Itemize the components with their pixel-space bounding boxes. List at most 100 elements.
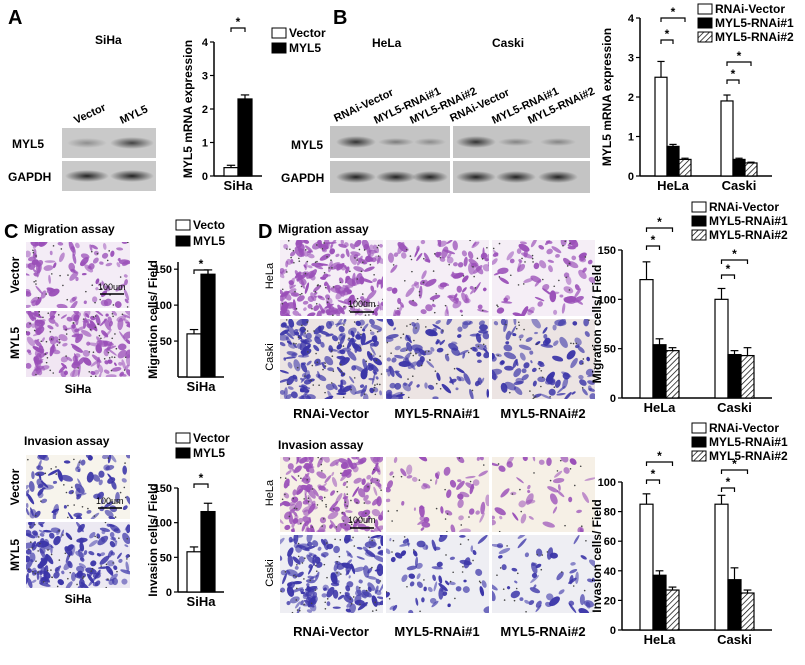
pore	[390, 352, 392, 354]
pore	[343, 324, 345, 326]
cell	[40, 290, 47, 299]
cell	[528, 600, 535, 606]
cell	[432, 396, 439, 399]
error-bar	[730, 350, 739, 355]
bar	[732, 158, 746, 177]
pore	[124, 356, 127, 358]
cell	[83, 357, 92, 366]
cell	[281, 323, 289, 329]
cell	[353, 477, 362, 484]
pore	[285, 271, 288, 273]
cell	[412, 476, 418, 482]
cell	[27, 311, 35, 322]
legend-label: MYL5-RNAi#2	[709, 228, 788, 242]
cell	[66, 356, 73, 362]
cell	[306, 583, 310, 587]
pore	[518, 324, 520, 326]
cell	[285, 569, 298, 577]
pore	[522, 283, 525, 285]
pore	[112, 562, 114, 564]
pore	[412, 354, 415, 357]
cell	[394, 354, 405, 359]
cell	[101, 252, 109, 259]
cell	[90, 370, 96, 375]
cell	[326, 586, 335, 598]
y-tick-label: 60	[604, 536, 616, 548]
pore	[320, 463, 323, 466]
pore	[56, 344, 59, 346]
cell	[52, 311, 56, 314]
cell	[449, 556, 455, 560]
cell	[421, 270, 427, 280]
cell	[455, 387, 459, 391]
blot-band	[498, 138, 534, 146]
cell	[372, 457, 381, 463]
cell	[374, 519, 379, 528]
cell	[66, 544, 74, 552]
cell	[468, 258, 479, 267]
pore	[370, 353, 373, 355]
cell	[63, 460, 71, 464]
legend-label: MYL5-RNAi#2	[709, 449, 788, 463]
pore	[304, 249, 307, 251]
pore	[365, 301, 368, 304]
cell	[307, 503, 316, 514]
significance-bracket	[720, 259, 749, 264]
cell	[446, 489, 452, 499]
scale-bars: 100um 100um 100um 100um	[96, 282, 376, 529]
cell	[394, 345, 401, 351]
pore	[309, 579, 312, 582]
pore	[376, 383, 379, 385]
cell	[107, 455, 112, 464]
pore	[47, 549, 49, 551]
pore	[50, 569, 52, 571]
cell	[332, 240, 337, 243]
cell	[503, 351, 517, 360]
cell	[462, 275, 469, 283]
pore	[67, 516, 69, 519]
cell	[552, 506, 558, 514]
micrograph	[492, 240, 595, 316]
cell	[116, 552, 122, 559]
cell	[588, 559, 595, 568]
cell	[35, 328, 41, 333]
pore	[325, 503, 327, 506]
pore	[379, 383, 381, 386]
pore	[325, 542, 328, 544]
pore	[468, 516, 470, 518]
cell	[473, 282, 481, 293]
pore	[111, 313, 114, 315]
cell	[26, 533, 36, 539]
pore	[353, 321, 356, 323]
cell	[309, 457, 314, 462]
pore	[536, 553, 538, 556]
error-bar	[203, 502, 213, 512]
cell	[517, 538, 527, 549]
cell	[93, 311, 104, 317]
cell	[406, 537, 410, 547]
cell	[405, 286, 415, 297]
cell	[559, 294, 564, 298]
pore	[111, 356, 113, 358]
cell	[375, 482, 382, 487]
pore	[82, 318, 85, 320]
pore	[119, 288, 122, 291]
cell	[492, 369, 497, 381]
pore	[118, 537, 120, 539]
bar	[237, 98, 253, 177]
pore	[97, 323, 99, 325]
pore	[318, 384, 320, 387]
cell	[36, 465, 44, 471]
error-bar	[747, 161, 755, 163]
cell	[353, 266, 365, 272]
cell	[518, 500, 527, 508]
cell	[349, 243, 356, 250]
pore	[324, 601, 327, 604]
cell	[571, 391, 576, 395]
cell	[337, 300, 349, 305]
pore	[284, 477, 287, 480]
cell	[450, 524, 456, 532]
pore	[322, 517, 325, 520]
